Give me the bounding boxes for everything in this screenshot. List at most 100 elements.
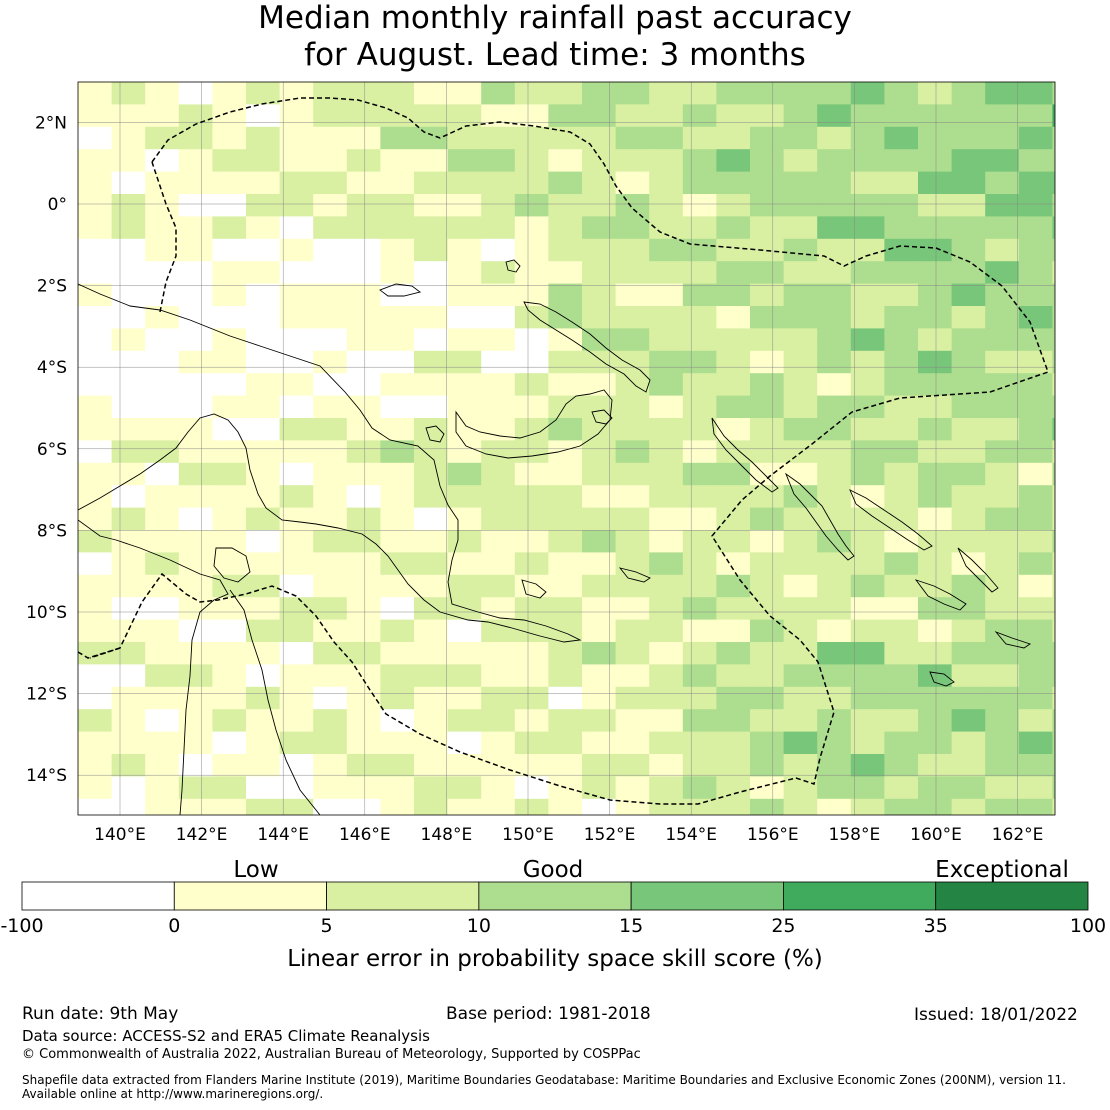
grid-cell	[884, 82, 919, 105]
grid-cell	[346, 306, 381, 329]
grid-cell	[514, 373, 549, 397]
grid-cell	[380, 149, 415, 173]
grid-cell	[1018, 306, 1053, 329]
grid-cell	[212, 485, 247, 509]
copyright: © Commonwealth of Australia 2022, Austra…	[22, 1047, 641, 1062]
grid-cell	[850, 82, 885, 105]
grid-cell	[145, 552, 180, 576]
grid-cell	[615, 597, 650, 621]
grid-cell	[850, 328, 885, 352]
grid-cell	[750, 574, 785, 598]
grid-cell	[985, 642, 1020, 665]
grid-cell	[850, 552, 885, 576]
grid-cell	[615, 171, 650, 195]
grid-cell	[514, 642, 549, 665]
grid-cell	[750, 485, 785, 509]
grid-cell	[951, 306, 986, 329]
grid-cell	[111, 709, 146, 733]
grid-cell	[682, 642, 717, 665]
grid-cell	[615, 776, 650, 800]
grid-cell	[750, 126, 785, 150]
grid-cell	[414, 418, 449, 441]
grid-cell	[850, 238, 885, 262]
grid-cell	[346, 440, 381, 464]
grid-cell	[1018, 754, 1053, 777]
grid-cell	[985, 418, 1020, 441]
grid-cell	[145, 194, 180, 217]
grid-cell	[884, 552, 919, 576]
grid-cell	[884, 507, 919, 531]
grid-cell	[313, 373, 348, 397]
grid-cell	[145, 216, 180, 240]
grid-cell	[279, 238, 314, 262]
small-island-coast	[425, 425, 445, 443]
grid-cell	[548, 238, 583, 262]
grid-cell	[548, 261, 583, 285]
grid-cell	[682, 754, 717, 777]
grid-cell	[985, 126, 1020, 150]
grid-cell	[313, 194, 348, 217]
grid-cell	[716, 149, 751, 173]
grid-cell	[716, 462, 751, 486]
grid-cell	[481, 686, 516, 710]
grid-cell	[682, 507, 717, 531]
grid-cell	[447, 328, 482, 352]
grid-cell	[1052, 731, 1055, 755]
colorbar-tick: 100	[1070, 915, 1106, 937]
grid-cell	[548, 507, 583, 531]
grid-cell	[817, 776, 852, 800]
grid-cell	[78, 261, 113, 285]
grid-cell	[582, 216, 617, 240]
grid-cell	[212, 597, 247, 621]
grid-cell	[582, 597, 617, 621]
grid-cell	[582, 350, 617, 374]
grid-cell	[1018, 283, 1053, 307]
grid-cell	[548, 328, 583, 352]
grid-cell	[313, 126, 348, 150]
grid-cell	[985, 709, 1020, 733]
grid-cell	[850, 485, 885, 509]
grid-cell	[918, 485, 953, 509]
grid-cell	[346, 328, 381, 352]
grid-cell	[246, 686, 281, 710]
grid-cell	[1052, 126, 1055, 150]
grid-cell	[178, 149, 213, 173]
grid-cell	[582, 619, 617, 643]
grid-cell	[951, 776, 986, 800]
grid-cell	[246, 485, 281, 509]
grid-cell	[682, 776, 717, 800]
grid-cell	[78, 350, 113, 374]
grid-cell	[918, 216, 953, 240]
grid-cell	[380, 306, 415, 329]
grid-cell	[414, 82, 449, 105]
grid-cell	[346, 418, 381, 441]
grid-cell	[649, 104, 684, 128]
grid-cell	[514, 776, 549, 800]
grid-cell	[951, 395, 986, 419]
grid-cell	[380, 485, 415, 509]
grid-cell	[649, 418, 684, 441]
grid-cell	[78, 754, 113, 777]
grid-cell	[1018, 440, 1053, 464]
cape-york-coast	[229, 589, 321, 815]
grid-cell	[884, 328, 919, 352]
grid-cell	[514, 283, 549, 307]
grid-cell	[951, 574, 986, 598]
grid-cell	[1018, 216, 1053, 240]
grid-cell	[78, 574, 113, 598]
grid-cell	[414, 395, 449, 419]
grid-cell	[481, 149, 516, 173]
grid-cell	[615, 82, 650, 105]
grid-cell	[615, 574, 650, 598]
grid-cell	[1052, 261, 1055, 285]
grid-cell	[817, 709, 852, 733]
grid-cell	[481, 485, 516, 509]
grid-cell	[246, 82, 281, 105]
grid-cell	[178, 754, 213, 777]
grid-cell	[481, 462, 516, 486]
grid-cell	[682, 798, 717, 815]
grid-cell	[78, 395, 113, 419]
grid-cell	[817, 462, 852, 486]
grid-cell	[582, 82, 617, 105]
grid-cell	[682, 104, 717, 128]
